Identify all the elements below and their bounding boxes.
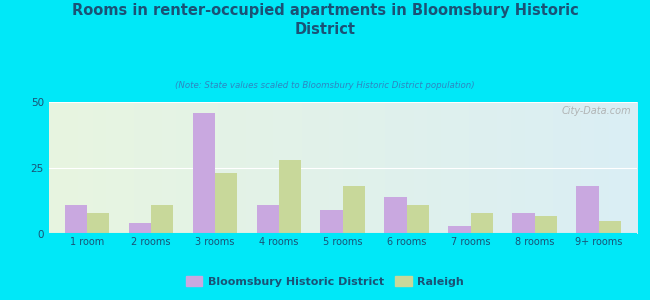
Bar bbox=[535, 215, 557, 234]
Bar bbox=[320, 210, 343, 234]
Bar bbox=[599, 221, 621, 234]
Bar bbox=[257, 205, 279, 234]
Bar bbox=[577, 187, 599, 234]
Bar bbox=[471, 213, 493, 234]
Bar bbox=[279, 160, 302, 234]
Text: (Note: State values scaled to Bloomsbury Historic District population): (Note: State values scaled to Bloomsbury… bbox=[176, 81, 474, 90]
Bar bbox=[407, 205, 429, 234]
Bar bbox=[65, 205, 87, 234]
Bar bbox=[151, 205, 174, 234]
Bar bbox=[384, 197, 407, 234]
Bar bbox=[192, 112, 215, 234]
Text: Rooms in renter-occupied apartments in Bloomsbury Historic
District: Rooms in renter-occupied apartments in B… bbox=[72, 3, 578, 37]
Bar bbox=[512, 213, 535, 234]
Bar bbox=[215, 173, 237, 234]
Bar bbox=[343, 187, 365, 234]
Text: City-Data.com: City-Data.com bbox=[562, 106, 631, 116]
Legend: Bloomsbury Historic District, Raleigh: Bloomsbury Historic District, Raleigh bbox=[181, 272, 469, 291]
Bar bbox=[87, 213, 109, 234]
Bar bbox=[129, 224, 151, 234]
Bar bbox=[448, 226, 471, 234]
